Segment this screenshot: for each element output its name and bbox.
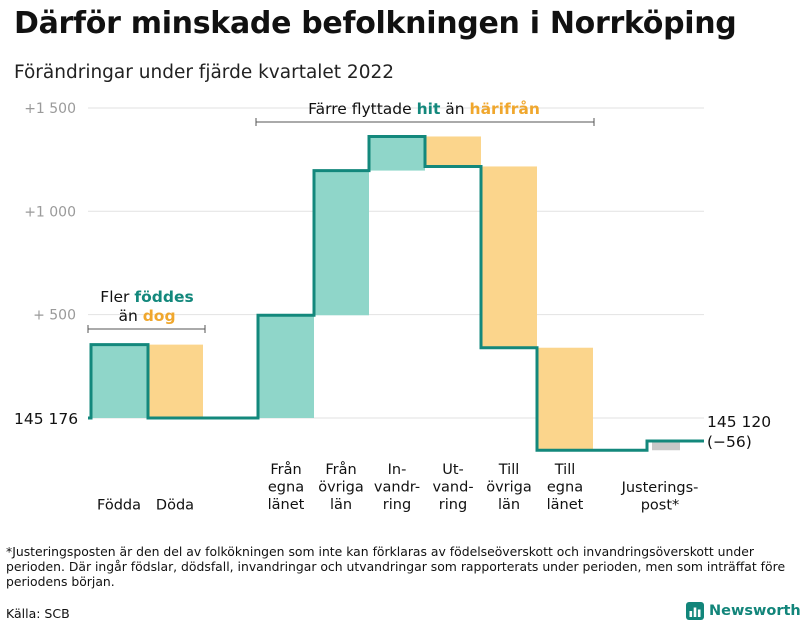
end-change-label: (−56) <box>707 433 752 451</box>
bar-8 <box>537 347 593 451</box>
x-tick-label: Till <box>498 462 520 478</box>
x-tick-label: övriga <box>486 480 532 496</box>
running-total-line <box>88 134 704 452</box>
bar-5 <box>369 136 425 171</box>
y-tick-label: + 500 <box>33 308 76 324</box>
annotation-births-line1: Fler föddes <box>100 288 193 306</box>
x-tick-label: Från <box>270 461 301 478</box>
x-tick-label: vandr- <box>374 480 420 496</box>
annotation-migration: Färre flyttade hit än härifrån <box>308 99 540 118</box>
x-tick-label: egna <box>547 480 583 496</box>
chart-subtitle: Förändringar under fjärde kvartalet 2022 <box>14 62 395 83</box>
end-value-label: 145 120 <box>707 413 771 431</box>
brand-logo: Newsworthy <box>686 602 800 620</box>
bar-chart-icon <box>686 602 704 620</box>
annotation-births-line2: än dog <box>118 307 175 325</box>
x-tick-label: länet <box>547 497 584 513</box>
brand-name: Newsworthy <box>709 603 800 619</box>
bar-6 <box>425 136 481 167</box>
x-tick-label: Justerings- <box>621 480 699 496</box>
bar-1 <box>91 344 147 418</box>
x-tick-label: Ut- <box>442 462 464 478</box>
x-tick-label: egna <box>268 480 304 496</box>
x-tick-label: vand- <box>432 480 473 496</box>
y-tick-label: +1 000 <box>24 204 76 220</box>
bar-7 <box>481 166 537 348</box>
x-tick-label: In- <box>388 462 407 478</box>
y-tick-label: +1 500 <box>24 101 76 117</box>
baseline-label: 145 176 <box>14 410 78 428</box>
x-tick-label: ring <box>383 497 411 513</box>
x-tick-label: län <box>330 497 352 513</box>
x-tick-label: Från <box>325 461 356 478</box>
x-tick-label: ring <box>439 497 467 513</box>
source-note: Källa: SCB <box>6 606 70 621</box>
x-tick-label: Döda <box>156 498 194 514</box>
x-tick-label: län <box>498 497 520 513</box>
footnote: *Justeringsposten är den del av folkökni… <box>6 544 786 589</box>
bar-9 <box>652 440 680 451</box>
x-tick-label: post* <box>641 498 680 514</box>
bar-2 <box>147 344 203 418</box>
x-tick-label: länet <box>268 497 305 513</box>
waterfall-chart: + 500 +1 000 +1 500 145 176 145 120 (−56) Född… <box>14 99 771 514</box>
bar-4 <box>313 170 369 316</box>
bar-3 <box>258 315 314 418</box>
x-tick-label: övriga <box>318 480 364 496</box>
chart-title: Därför minskade befolkningen i Norrköpin… <box>14 6 737 41</box>
x-tick-label: Födda <box>97 498 141 514</box>
x-tick-label: Till <box>554 462 576 478</box>
